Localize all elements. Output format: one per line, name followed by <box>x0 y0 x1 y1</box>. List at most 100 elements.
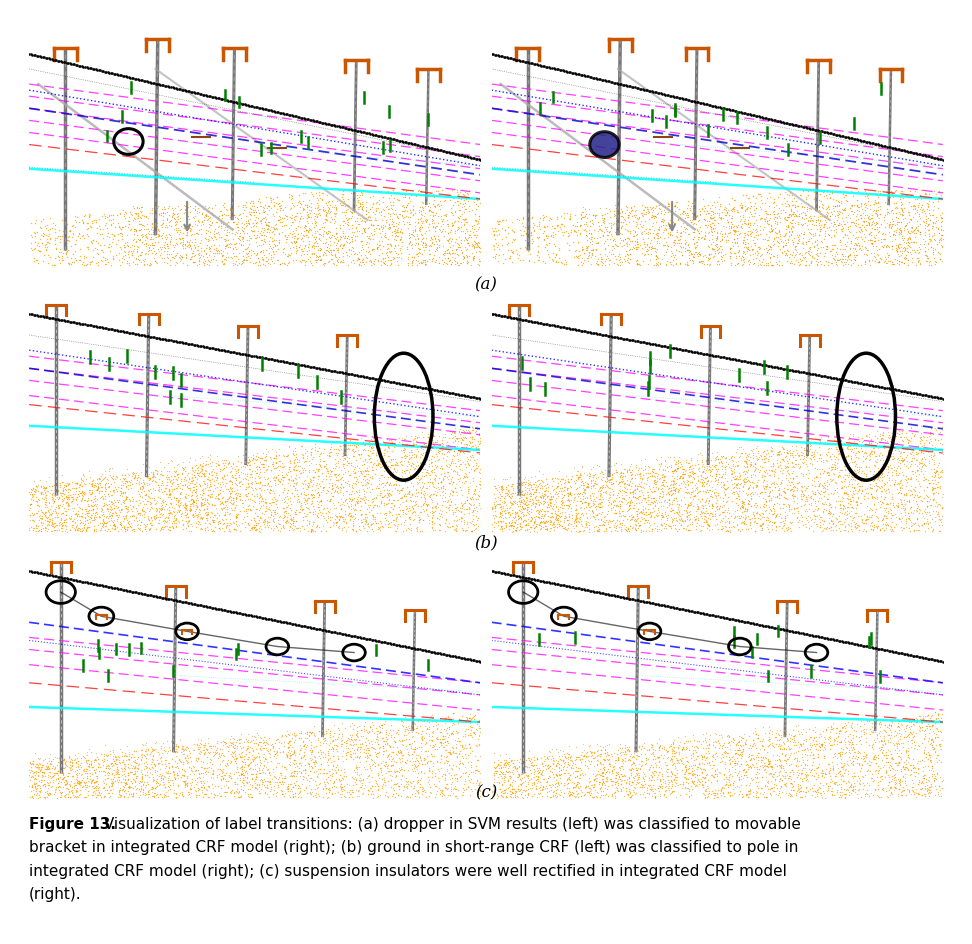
Point <box>731 227 746 242</box>
Point <box>334 241 350 256</box>
Point <box>879 245 894 261</box>
Point <box>705 242 720 257</box>
Point <box>122 492 138 507</box>
Point <box>154 789 169 804</box>
Point <box>332 253 348 268</box>
Point <box>607 517 622 532</box>
Point <box>700 495 715 510</box>
Point <box>231 470 247 485</box>
Point <box>54 248 70 263</box>
Point <box>540 760 556 775</box>
Point <box>237 466 253 481</box>
Point <box>886 217 902 232</box>
Point <box>152 786 167 801</box>
Point <box>642 770 657 785</box>
Point <box>44 487 59 502</box>
Point <box>301 757 317 772</box>
Point <box>561 510 576 525</box>
Point <box>62 523 78 538</box>
Point <box>497 505 512 520</box>
Point <box>285 517 300 532</box>
Point <box>399 523 414 538</box>
Point <box>303 759 319 774</box>
Point <box>622 241 638 256</box>
Point <box>437 711 453 726</box>
Point <box>388 786 403 801</box>
Point <box>650 226 666 241</box>
Point <box>829 449 845 464</box>
Point <box>425 509 440 524</box>
Point <box>84 493 99 508</box>
Point <box>699 789 714 804</box>
Point <box>502 251 517 266</box>
Point <box>449 788 465 803</box>
Point <box>590 790 606 805</box>
Point <box>370 217 386 232</box>
Point <box>520 234 536 249</box>
Point <box>816 724 831 739</box>
Point <box>399 788 414 803</box>
Point <box>265 765 281 780</box>
Point <box>208 231 224 246</box>
Point <box>782 481 798 497</box>
Point <box>584 789 600 804</box>
Point <box>130 757 146 772</box>
Point <box>884 728 899 743</box>
Point <box>629 234 644 249</box>
Point <box>60 229 76 244</box>
Point <box>784 255 800 270</box>
Point <box>112 226 127 241</box>
Point <box>453 243 469 258</box>
Point <box>643 210 659 225</box>
Point <box>253 752 268 767</box>
Point <box>741 777 756 792</box>
Point <box>700 253 715 268</box>
Point <box>612 252 628 267</box>
Point <box>615 752 631 767</box>
Point <box>318 212 333 228</box>
Point <box>786 205 802 220</box>
Point <box>265 739 281 754</box>
Point <box>805 492 820 507</box>
Point <box>769 447 784 462</box>
Point <box>215 516 230 531</box>
Point <box>562 486 577 501</box>
Point <box>847 466 862 481</box>
Point <box>748 787 764 802</box>
Point <box>755 231 771 246</box>
Point <box>870 478 885 493</box>
Point <box>414 231 430 246</box>
Point <box>202 474 218 489</box>
Point <box>663 477 678 492</box>
Point <box>88 780 104 795</box>
Point <box>505 518 521 533</box>
Point <box>111 493 126 508</box>
Point <box>642 759 657 774</box>
Point <box>791 209 807 224</box>
Point <box>825 515 841 531</box>
Point <box>538 495 553 510</box>
Point <box>736 244 751 259</box>
Point <box>837 463 852 478</box>
Point <box>411 512 427 527</box>
Point <box>177 767 192 783</box>
Point <box>363 780 378 795</box>
Point <box>572 470 587 485</box>
Point <box>73 485 88 500</box>
Point <box>333 186 349 201</box>
Point <box>707 787 722 802</box>
Point <box>743 514 758 529</box>
Point <box>304 521 320 536</box>
Point <box>109 468 124 483</box>
Point <box>530 760 545 775</box>
Point <box>912 721 927 736</box>
Point <box>661 480 677 496</box>
Point <box>588 243 604 258</box>
Point <box>371 442 387 457</box>
Point <box>917 786 932 801</box>
Point <box>746 458 761 473</box>
Point <box>297 255 313 270</box>
Point <box>301 773 317 788</box>
Point <box>384 496 399 511</box>
Point <box>245 480 260 496</box>
